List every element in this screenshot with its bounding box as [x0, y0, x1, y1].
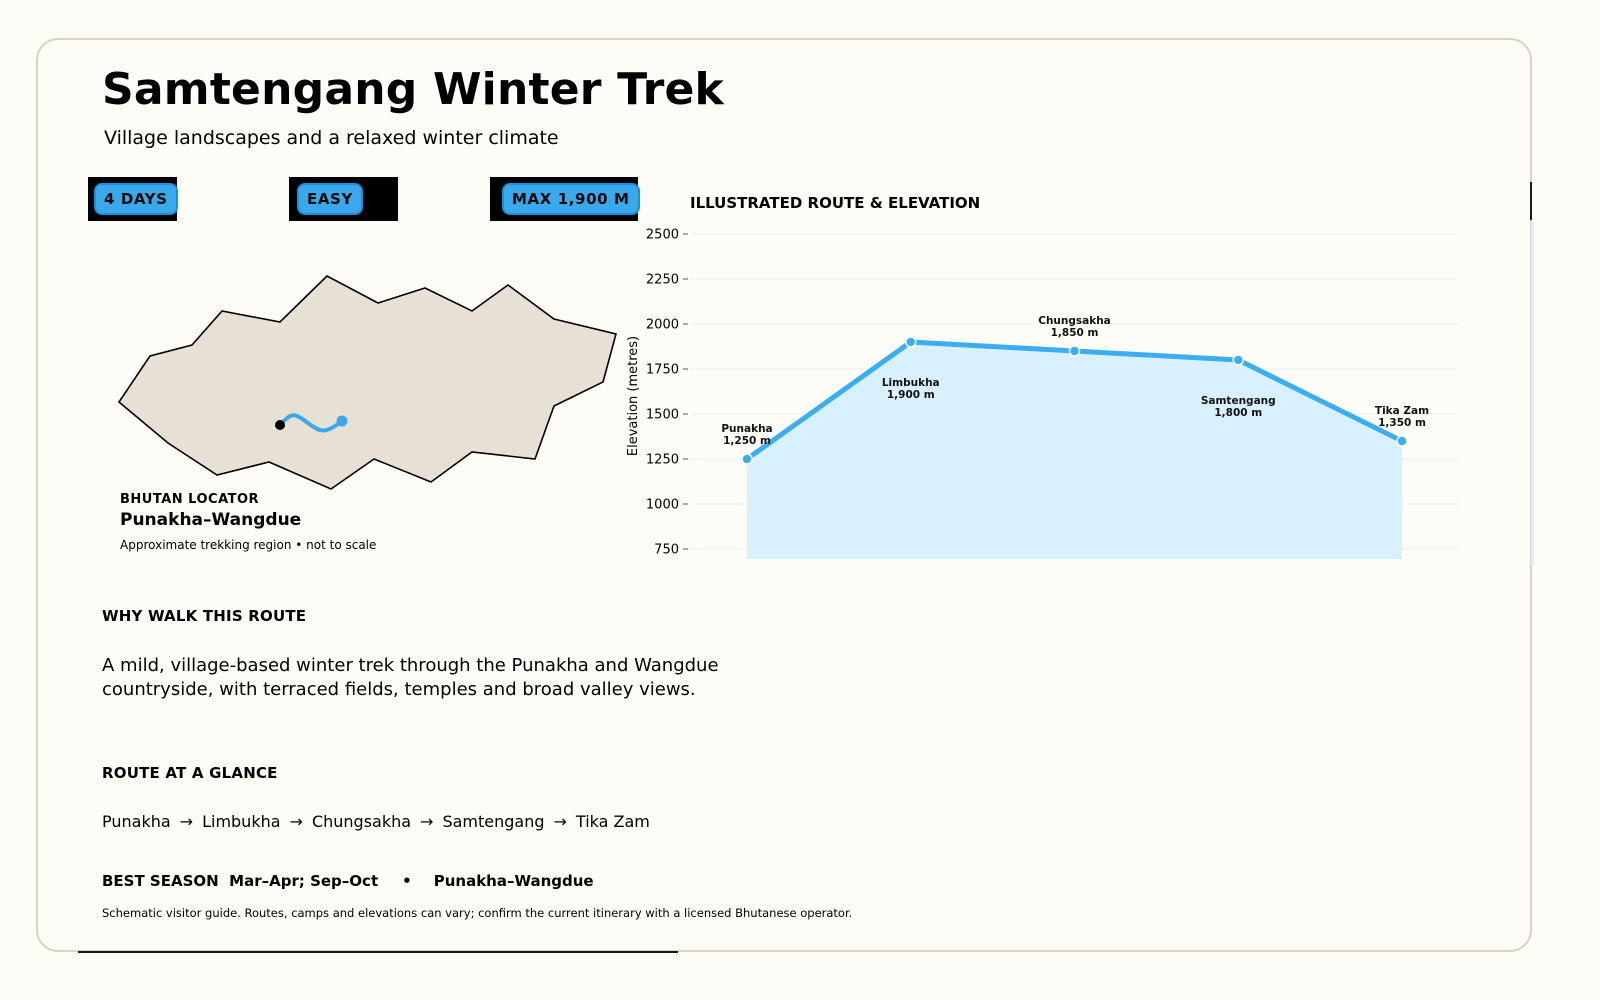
- chart-points: [741, 336, 1408, 465]
- route-arrow: →: [420, 812, 434, 831]
- route-stop: Chungsakha: [311, 812, 412, 831]
- elevation-point: [905, 336, 917, 348]
- route-stop: Samtengang: [442, 812, 545, 831]
- point-label-name: Chungsakha: [1038, 315, 1111, 327]
- season-separator: •: [402, 872, 412, 890]
- chart-y-axis-label: Elevation (metres): [626, 336, 641, 456]
- route-stops: Punakha → Limbukha → Chungsakha → Samtengang → T…: [102, 811, 650, 833]
- point-label-name: Limbukha: [882, 377, 940, 389]
- chart-y-ticks: 750 1000 1250 1500 1750 2000 2250 2500: [646, 228, 688, 558]
- route-stop: Punakha: [102, 812, 171, 831]
- right-edge-fill: [1531, 222, 1534, 566]
- trek-route-path: [278, 413, 342, 433]
- elevation-point: [1232, 354, 1244, 366]
- season-label: BEST SEASON: [102, 872, 219, 890]
- point-label-name: Samtengang: [1201, 395, 1276, 407]
- elevation-profile-chart: ILLUSTRATED ROUTE & ELEVATION Elevation …: [626, 194, 1458, 559]
- y-tick-label: 1250: [646, 453, 679, 468]
- y-tick-label: 750: [654, 543, 679, 558]
- point-label-name: Punakha: [721, 423, 772, 435]
- duration-chip: 4 DAYS: [94, 183, 178, 215]
- bhutan-locator-map: [117, 275, 617, 490]
- route-heading: ROUTE AT A GLANCE: [102, 764, 278, 782]
- point-label-elevation: 1,250 m: [723, 435, 771, 447]
- point-label-elevation: 1,850 m: [1051, 327, 1099, 339]
- chart-area: [745, 339, 1404, 559]
- point-label-elevation: 1,350 m: [1378, 417, 1426, 429]
- y-tick-label: 1000: [646, 498, 679, 513]
- page-subtitle: Village landscapes and a relaxed winter …: [104, 127, 559, 149]
- season-value: Mar–Apr; Sep–Oct: [229, 872, 379, 890]
- elevation-point: [741, 453, 753, 465]
- locator-region: Punakha–Wangdue: [120, 510, 302, 530]
- elevation-point: [1396, 435, 1408, 447]
- trek-end-marker: [336, 415, 348, 427]
- route-stop: Tika Zam: [575, 812, 650, 831]
- y-tick-label: 2250: [646, 273, 679, 288]
- page-title: Samtengang Winter Trek: [102, 64, 724, 115]
- disclaimer-footnote: Schematic visitor guide. Routes, camps a…: [102, 906, 853, 920]
- y-tick-label: 1500: [646, 408, 679, 423]
- why-text: A mild, village-based winter trek throug…: [102, 655, 719, 700]
- point-label-elevation: 1,800 m: [1214, 407, 1262, 419]
- elevation-point: [1068, 345, 1081, 357]
- route-arrow: →: [179, 812, 194, 831]
- y-tick-label: 2000: [646, 318, 679, 333]
- locator-note: Approximate trekking region • not to sca…: [120, 538, 377, 552]
- route-stop: Limbukha: [202, 812, 281, 831]
- altitude-chip: MAX 1,900 M: [502, 183, 640, 215]
- bottom-rule: [78, 951, 678, 953]
- season-region: Punakha–Wangdue: [433, 872, 594, 890]
- best-season-line: BEST SEASON Mar–Apr; Sep–Oct • Punakha–Wan…: [102, 871, 594, 891]
- trek-start-marker: [275, 420, 285, 430]
- bhutan-outline: [117, 275, 617, 490]
- y-tick-label: 2500: [646, 228, 679, 243]
- why-heading: WHY WALK THIS ROUTE: [102, 607, 307, 625]
- elevation-area-fill: [747, 342, 1402, 559]
- point-label-elevation: 1,900 m: [887, 389, 935, 401]
- locator-kicker: BHUTAN LOCATOR: [120, 492, 260, 507]
- route-arrow: →: [289, 812, 303, 831]
- y-tick-label: 1750: [646, 363, 679, 378]
- chart-title: ILLUSTRATED ROUTE & ELEVATION: [690, 194, 980, 212]
- right-edge-rule: [1530, 182, 1532, 220]
- route-arrow: →: [553, 812, 567, 831]
- point-label-name: Tika Zam: [1375, 405, 1429, 417]
- difficulty-chip: EASY: [297, 183, 363, 215]
